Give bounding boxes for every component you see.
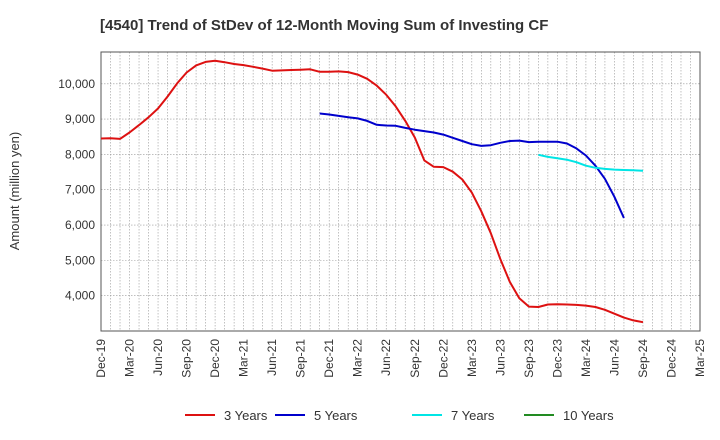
y-tick-label: 10,000: [58, 77, 95, 91]
x-tick-label: Mar-21: [237, 339, 251, 377]
x-tick-label: Dec-24: [664, 339, 678, 378]
x-tick-label: Dec-19: [94, 339, 108, 378]
series-line-1: [100, 59, 644, 324]
x-tick-label: Jun-23: [493, 339, 507, 376]
x-tick-label: Mar-24: [579, 339, 593, 377]
series-lines: [100, 59, 644, 324]
x-tick-label: Dec-22: [436, 339, 450, 378]
chart-title: [4540] Trend of StDev of 12-Month Moving…: [100, 17, 548, 34]
x-tick-label: Sep-22: [408, 339, 422, 378]
legend-label: 7 Years: [451, 408, 495, 423]
x-tick-label: Mar-23: [465, 339, 479, 377]
legend-label: 5 Years: [314, 408, 358, 423]
x-tick-label: Dec-21: [322, 339, 336, 378]
series-line-2: [319, 112, 625, 219]
x-tick-label: Jun-22: [379, 339, 393, 376]
x-tick-label: Sep-23: [522, 339, 536, 378]
y-tick-label: 6,000: [65, 218, 95, 232]
legend-label: 3 Years: [224, 408, 268, 423]
y-tick-label: 7,000: [65, 183, 95, 197]
x-tick-label: Jun-20: [151, 339, 165, 376]
y-tick-label: 5,000: [65, 253, 95, 267]
y-tick-label: 8,000: [65, 147, 95, 161]
y-tick-label: 4,000: [65, 289, 95, 303]
x-axis: Dec-19 Mar-20 Jun-20 Sep-20 Dec-20 Mar-21 Jun-…: [94, 339, 707, 378]
series-line-3: [538, 153, 644, 172]
x-tick-label: Sep-24: [636, 339, 650, 378]
y-tick-label: 9,000: [65, 112, 95, 126]
x-tick-label: Mar-25: [693, 339, 707, 377]
plot-area: [100, 51, 701, 332]
x-tick-label: Dec-23: [550, 339, 564, 378]
x-tick-label: Sep-20: [180, 339, 194, 378]
x-tick-label: Sep-21: [294, 339, 308, 378]
x-tick-label: Jun-24: [607, 339, 621, 376]
x-tick-label: Dec-20: [208, 339, 222, 378]
legend: 3 Years 5 Years 7 Years 10 Years: [185, 408, 614, 423]
x-tick-label: Jun-21: [265, 339, 279, 376]
x-tick-label: Mar-22: [351, 339, 365, 377]
y-axis: 4,000 5,000 6,000 7,000 8,000 9,000 10,000: [58, 77, 95, 303]
y-axis-label: Amount (million yen): [7, 132, 22, 251]
x-tick-label: Mar-20: [123, 339, 137, 377]
legend-label: 10 Years: [563, 408, 614, 423]
grid: [100, 52, 701, 331]
